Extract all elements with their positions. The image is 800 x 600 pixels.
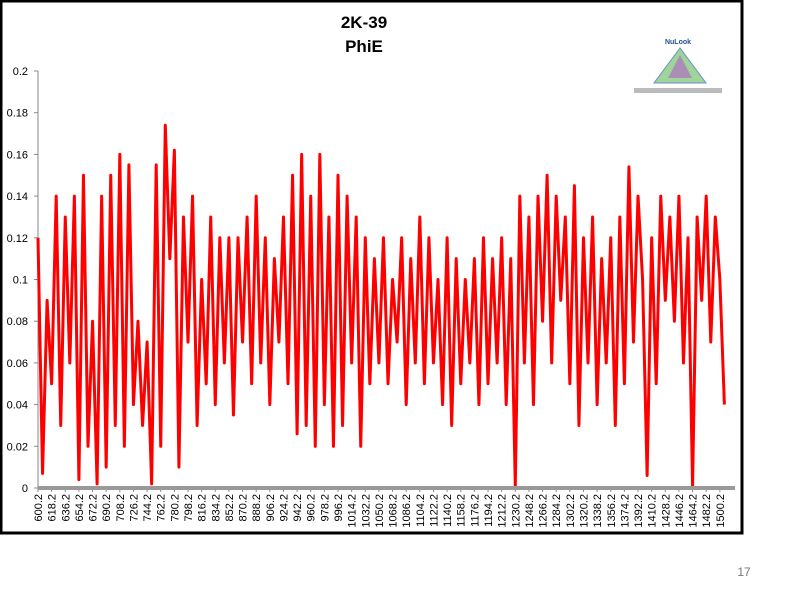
logo: NuLook <box>634 39 722 93</box>
y-tick-label: 0.18 <box>7 108 28 120</box>
x-tick-label: 1356.2 <box>606 494 618 528</box>
x-tick-label: 1446.2 <box>674 494 686 528</box>
x-tick-label: 1086.2 <box>401 494 413 528</box>
x-tick-label: 960.2 <box>306 494 318 522</box>
x-tick-label: 1212.2 <box>497 494 509 528</box>
x-tick-label: 726.2 <box>128 494 140 522</box>
x-tick-label: 690.2 <box>101 494 113 522</box>
y-tick-label: 0.08 <box>7 316 28 328</box>
y-tick-label: 0.14 <box>7 191 28 203</box>
x-tick-label: 816.2 <box>197 494 209 522</box>
x-tick-label: 924.2 <box>278 494 290 522</box>
x-tick-label: 834.2 <box>210 494 222 522</box>
x-tick-label: 636.2 <box>60 494 72 522</box>
x-tick-label: 1230.2 <box>510 494 522 528</box>
x-tick-label: 1266.2 <box>538 494 550 528</box>
x-tick-label: 1122.2 <box>428 494 440 527</box>
x-tick-label: 852.2 <box>224 494 236 522</box>
x-tick-label: 618.2 <box>47 494 59 522</box>
x-tick-label: 1050.2 <box>374 494 386 528</box>
x-tick-label: 654.2 <box>74 494 86 522</box>
x-tick-label: 672.2 <box>88 494 100 522</box>
x-tick-label: 870.2 <box>238 494 250 522</box>
x-tick-label: 1248.2 <box>524 494 536 528</box>
x-tick-label: 1194.2 <box>483 494 495 527</box>
x-tick-label: 1374.2 <box>619 494 631 528</box>
y-tick-label: 0.12 <box>7 233 28 245</box>
x-tick-label: 1068.2 <box>388 494 400 528</box>
chart-subtitle: PhiE <box>345 37 383 56</box>
page-number: 17 <box>737 565 751 579</box>
x-tick-label: 1338.2 <box>592 494 604 528</box>
x-tick-label: 1284.2 <box>551 494 563 528</box>
x-tick-label: 1032.2 <box>360 494 372 528</box>
x-tick-label: 996.2 <box>333 494 345 522</box>
x-tick-label: 1410.2 <box>647 494 659 528</box>
y-tick-label: 0.02 <box>7 441 28 453</box>
x-tick-label: 1500.2 <box>715 494 727 528</box>
x-tick-label: 1140.2 <box>442 494 454 527</box>
y-tick-label: 0.06 <box>7 358 28 370</box>
logo-bar <box>634 88 722 93</box>
x-tick-label: 1104.2 <box>415 494 427 527</box>
x-tick-label: 1158.2 <box>456 494 468 527</box>
x-tick-label: 1302.2 <box>565 494 577 528</box>
x-tick-label: 906.2 <box>265 494 277 522</box>
x-tick-label: 888.2 <box>251 494 263 522</box>
x-tick-label: 744.2 <box>142 494 154 522</box>
y-tick-label: 0.16 <box>7 149 28 161</box>
x-tick-label: 708.2 <box>115 494 127 522</box>
logo-text: NuLook <box>665 39 691 46</box>
x-tick-label: 1392.2 <box>633 494 645 528</box>
logo-inner <box>668 55 692 78</box>
x-tick-label: 1464.2 <box>688 494 700 528</box>
y-tick-label: 0.2 <box>13 66 28 78</box>
data-line <box>36 123 726 488</box>
x-tick-label: 762.2 <box>156 494 168 522</box>
x-tick-label: 942.2 <box>292 494 304 522</box>
y-tick-label: 0.04 <box>7 400 28 412</box>
x-tick-label: 780.2 <box>169 494 181 522</box>
x-tick-label: 978.2 <box>319 494 331 522</box>
x-tick-label: 600.2 <box>33 494 45 522</box>
x-tick-label: 1428.2 <box>660 494 672 528</box>
x-tick-label: 798.2 <box>183 494 195 522</box>
x-tick-label: 1014.2 <box>347 494 359 528</box>
x-tick-label: 1482.2 <box>701 494 713 528</box>
chart-title: 2K-39 <box>341 13 387 32</box>
x-tick-label: 1320.2 <box>578 494 590 528</box>
x-tick-label: 1176.2 <box>469 494 481 527</box>
y-tick-label: 0.1 <box>13 275 28 287</box>
y-tick-label: 0 <box>22 483 28 495</box>
